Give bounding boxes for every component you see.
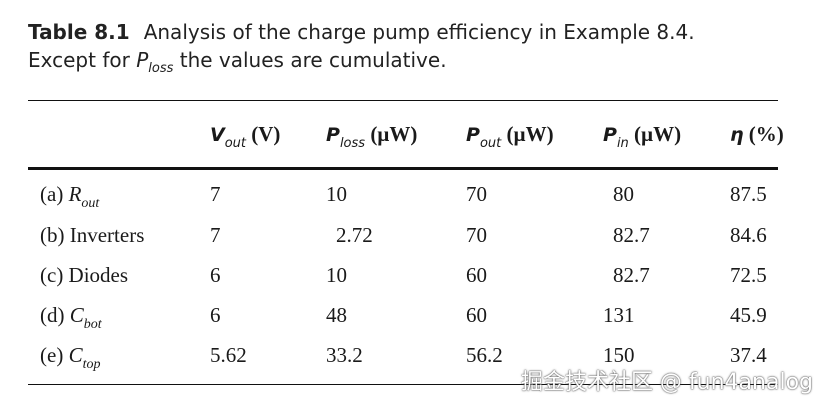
row-prefix: (d): [40, 303, 70, 327]
table-cell: 2.72: [336, 223, 373, 247]
table-cell: 7: [210, 223, 221, 247]
header-subscript: in: [616, 136, 629, 151]
row-label: (e) Ctop: [40, 343, 100, 373]
table-cell: 131: [603, 303, 635, 327]
table-cell: 10: [326, 263, 347, 287]
table-cell: 72.5: [730, 263, 767, 287]
table-cell: 5.62: [210, 343, 247, 367]
table-cell: 10: [326, 182, 347, 206]
table-cell: 33.2: [326, 343, 363, 367]
row-label: (c) Diodes: [40, 263, 128, 288]
row-prefix: (b) Inverters: [40, 223, 145, 247]
table-label: Table 8.1: [28, 20, 130, 44]
column-header: Vout (V): [210, 122, 280, 151]
header-symbol: V: [210, 124, 225, 146]
table-cell: 45.9: [730, 303, 767, 327]
header-symbol: P: [466, 124, 480, 146]
header-unit: (µW): [365, 122, 418, 146]
row-symbol: C: [68, 343, 83, 367]
header-symbol: P: [603, 124, 617, 146]
table-cell: 56.2: [466, 343, 503, 367]
column-header: Pout (µW): [466, 122, 554, 151]
table-cell: 37.4: [730, 343, 767, 367]
table-caption: Table 8.1 Analysis of the charge pump eff…: [28, 20, 695, 76]
row-label: (a) Rout: [40, 182, 99, 212]
bottom-rule: [28, 384, 778, 385]
table-cell: 6: [210, 263, 221, 287]
table-cell: 80: [613, 182, 634, 206]
table-cell: 60: [466, 263, 487, 287]
table-cell: 84.6: [730, 223, 767, 247]
header-unit: (µW): [501, 122, 554, 146]
row-label: (d) Cbot: [40, 303, 102, 333]
table-cell: 70: [466, 223, 487, 247]
row-prefix: (c) Diodes: [40, 263, 129, 287]
header-symbol: P: [326, 124, 340, 146]
column-header: η (%): [730, 122, 784, 147]
table-cell: 6: [210, 303, 221, 327]
top-rule: [28, 100, 778, 101]
column-header: Pin (µW): [603, 122, 681, 151]
header-unit: (V): [246, 122, 281, 146]
table-cell: 60: [466, 303, 487, 327]
row-symbol: R: [68, 182, 82, 206]
header-subscript: out: [224, 136, 247, 151]
header-unit: (%): [743, 122, 784, 146]
column-header: Ploss (µW): [326, 122, 417, 151]
header-subscript: loss: [339, 136, 366, 151]
row-prefix: (e): [40, 343, 69, 367]
row-label: (b) Inverters: [40, 223, 144, 248]
row-subscript: bot: [83, 317, 102, 332]
header-subscript: out: [479, 136, 502, 151]
row-symbol: C: [69, 303, 84, 327]
table-cell: 150: [603, 343, 635, 367]
table-cell: 70: [466, 182, 487, 206]
row-prefix: (a): [40, 182, 69, 206]
table-cell: 82.7: [613, 263, 650, 287]
table-cell: 48: [326, 303, 347, 327]
table-cell: 87.5: [730, 182, 767, 206]
table-cell: 7: [210, 182, 221, 206]
row-subscript: out: [81, 196, 100, 211]
watermark: 掘金技术社区 @ fun4analog: [520, 370, 813, 395]
header-unit: (µW): [628, 122, 682, 146]
table-cell: 82.7: [613, 223, 650, 247]
header-symbol: η: [730, 124, 744, 146]
row-subscript: top: [82, 357, 101, 372]
header-rule: [28, 167, 778, 170]
